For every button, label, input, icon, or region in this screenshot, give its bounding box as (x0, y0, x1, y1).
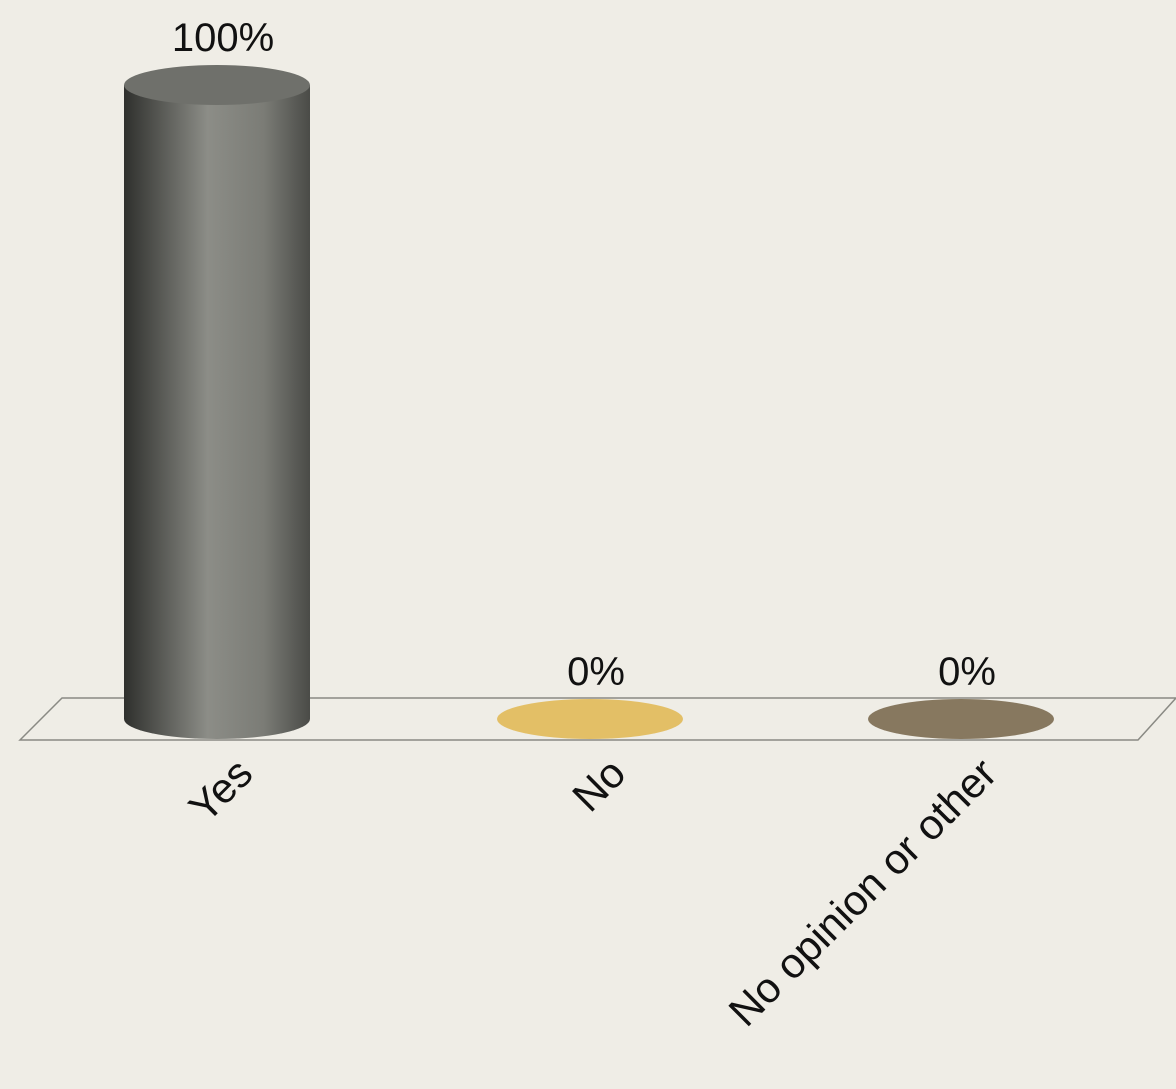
chart-floor (18, 697, 1176, 741)
bar-yes (124, 85, 310, 739)
bar-no-opinion-or-other (868, 699, 1054, 739)
bar-no (497, 699, 683, 739)
value-label-no: 0% (567, 650, 625, 694)
bars-group (124, 65, 1054, 739)
value-label-no-opinion-or-other: 0% (938, 650, 996, 694)
category-label-no: No (563, 749, 634, 820)
value-label-yes: 100% (172, 16, 274, 60)
category-label-no-opinion-or-other: No opinion or other (720, 749, 1006, 1035)
category-label-yes: Yes (180, 749, 262, 831)
bar-top-yes (124, 65, 310, 105)
